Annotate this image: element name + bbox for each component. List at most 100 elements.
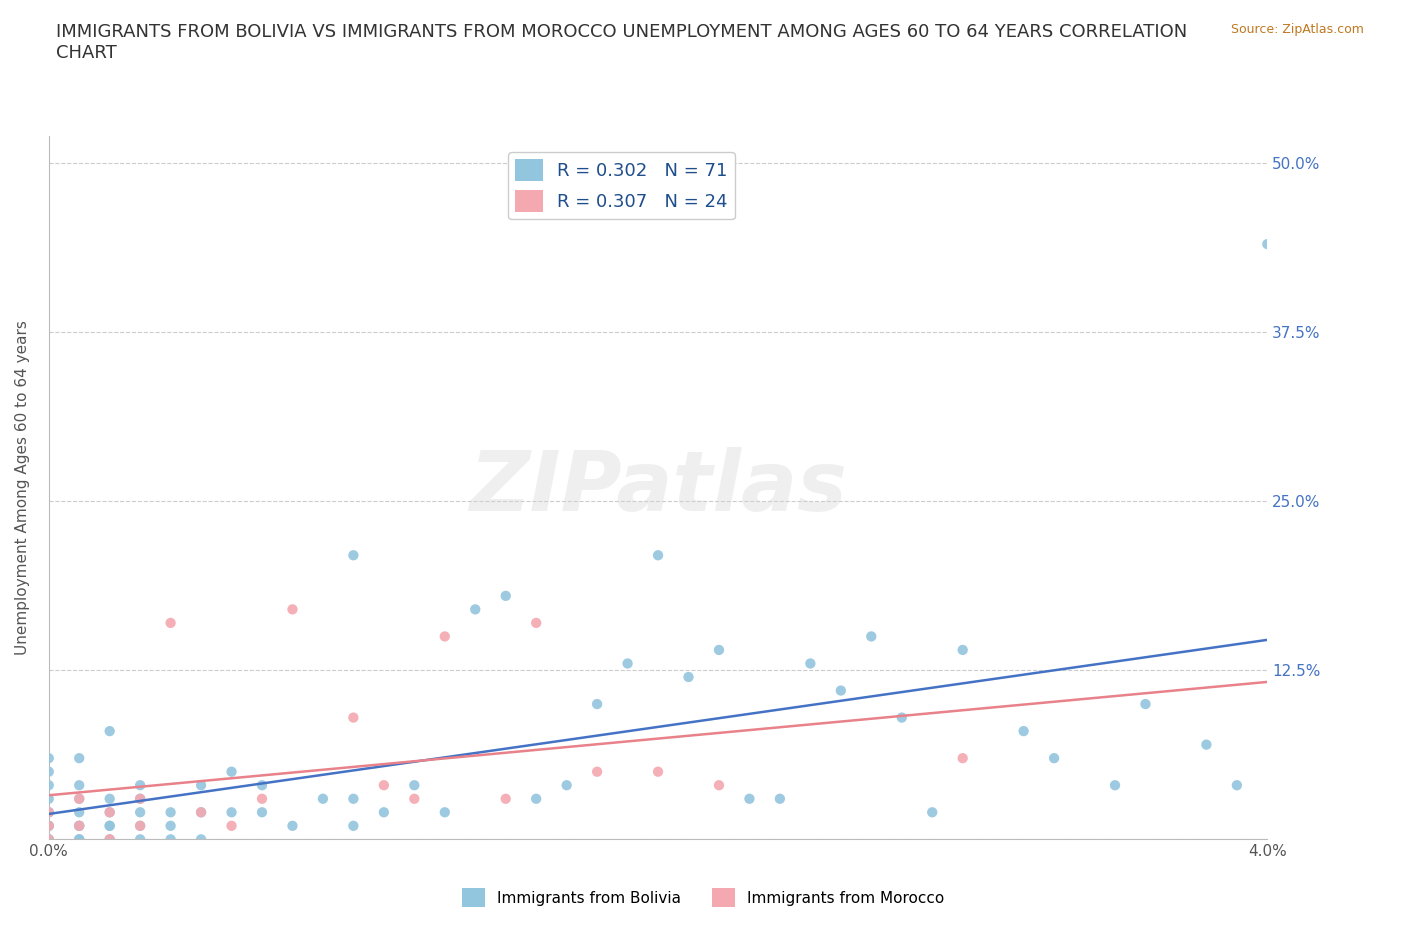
Point	[38, 832, 60, 847]
Point	[1195, 737, 1218, 752]
Point	[67, 804, 90, 819]
Point	[67, 818, 90, 833]
Point	[342, 791, 364, 806]
Point	[433, 629, 456, 644]
Point	[860, 629, 883, 644]
Point	[707, 777, 730, 792]
Point	[952, 751, 974, 765]
Point	[67, 832, 90, 847]
Point	[67, 818, 90, 833]
Point	[342, 548, 364, 563]
Point	[129, 818, 152, 833]
Point	[281, 818, 304, 833]
Point	[464, 602, 486, 617]
Point	[129, 791, 152, 806]
Point	[647, 764, 669, 779]
Point	[495, 589, 517, 604]
Point	[281, 602, 304, 617]
Point	[524, 791, 547, 806]
Point	[98, 804, 121, 819]
Point	[67, 818, 90, 833]
Point	[38, 818, 60, 833]
Point	[1012, 724, 1035, 738]
Point	[98, 791, 121, 806]
Point	[38, 777, 60, 792]
Point	[1135, 697, 1157, 711]
Point	[38, 751, 60, 765]
Point	[159, 832, 181, 847]
Point	[98, 832, 121, 847]
Point	[221, 804, 243, 819]
Point	[98, 832, 121, 847]
Point	[707, 643, 730, 658]
Point	[312, 791, 335, 806]
Point	[190, 832, 212, 847]
Point	[38, 791, 60, 806]
Point	[373, 777, 395, 792]
Point	[67, 751, 90, 765]
Point	[1104, 777, 1126, 792]
Point	[738, 791, 761, 806]
Point	[190, 804, 212, 819]
Point	[38, 832, 60, 847]
Point	[67, 791, 90, 806]
Point	[921, 804, 943, 819]
Point	[38, 818, 60, 833]
Point	[129, 777, 152, 792]
Point	[250, 777, 273, 792]
Point	[342, 711, 364, 725]
Point	[433, 804, 456, 819]
Point	[159, 616, 181, 631]
Point	[98, 724, 121, 738]
Legend: R = 0.302   N = 71, R = 0.307   N = 24: R = 0.302 N = 71, R = 0.307 N = 24	[508, 152, 735, 219]
Point	[250, 804, 273, 819]
Point	[129, 791, 152, 806]
Point	[250, 791, 273, 806]
Point	[373, 804, 395, 819]
Point	[159, 818, 181, 833]
Point	[555, 777, 578, 792]
Point	[952, 643, 974, 658]
Legend: Immigrants from Bolivia, Immigrants from Morocco: Immigrants from Bolivia, Immigrants from…	[456, 883, 950, 913]
Point	[98, 818, 121, 833]
Point	[190, 777, 212, 792]
Point	[342, 818, 364, 833]
Point	[404, 777, 426, 792]
Point	[404, 791, 426, 806]
Point	[38, 818, 60, 833]
Point	[769, 791, 792, 806]
Point	[38, 804, 60, 819]
Text: IMMIGRANTS FROM BOLIVIA VS IMMIGRANTS FROM MOROCCO UNEMPLOYMENT AMONG AGES 60 TO: IMMIGRANTS FROM BOLIVIA VS IMMIGRANTS FR…	[56, 23, 1188, 62]
Point	[1256, 236, 1278, 251]
Point	[38, 832, 60, 847]
Point	[190, 804, 212, 819]
Point	[647, 548, 669, 563]
Point	[67, 777, 90, 792]
Point	[495, 791, 517, 806]
Point	[890, 711, 912, 725]
Point	[38, 804, 60, 819]
Point	[38, 804, 60, 819]
Text: ZIPatlas: ZIPatlas	[470, 447, 846, 528]
Point	[67, 791, 90, 806]
Point	[221, 818, 243, 833]
Point	[1043, 751, 1066, 765]
Text: Source: ZipAtlas.com: Source: ZipAtlas.com	[1230, 23, 1364, 36]
Point	[799, 656, 821, 671]
Point	[129, 804, 152, 819]
Point	[1226, 777, 1249, 792]
Point	[616, 656, 638, 671]
Point	[38, 764, 60, 779]
Point	[586, 764, 609, 779]
Point	[678, 670, 700, 684]
Point	[524, 616, 547, 631]
Point	[221, 764, 243, 779]
Point	[159, 804, 181, 819]
Y-axis label: Unemployment Among Ages 60 to 64 years: Unemployment Among Ages 60 to 64 years	[15, 320, 30, 655]
Point	[586, 697, 609, 711]
Point	[67, 832, 90, 847]
Point	[129, 832, 152, 847]
Point	[98, 804, 121, 819]
Point	[129, 818, 152, 833]
Point	[830, 684, 852, 698]
